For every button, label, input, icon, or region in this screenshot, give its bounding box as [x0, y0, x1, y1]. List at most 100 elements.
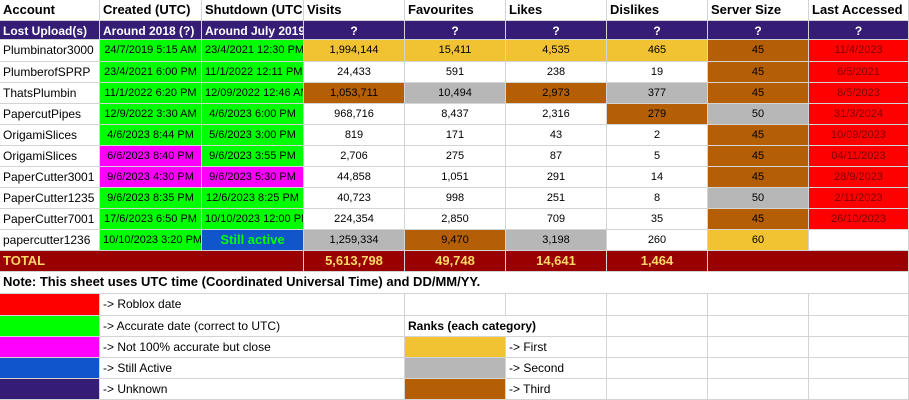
table-cell-shutdown[interactable]: 9/6/2023 3:55 PM: [202, 146, 304, 167]
empty-cell[interactable]: [506, 294, 607, 316]
table-cell-visits[interactable]: 24,433: [304, 62, 405, 83]
table-cell-server-size[interactable]: 45: [708, 40, 809, 62]
table-cell-shutdown[interactable]: 12/6/2023 8:25 PM: [202, 188, 304, 209]
rank-swatch-gold[interactable]: [405, 337, 506, 358]
table-cell-last-accessed[interactable]: 10/09/2023: [809, 125, 909, 146]
table-cell-visits[interactable]: 819: [304, 125, 405, 146]
table-cell-account[interactable]: papercutter1236: [0, 230, 100, 251]
empty-cell[interactable]: [708, 358, 809, 379]
table-cell-visits[interactable]: 224,354: [304, 209, 405, 230]
table-cell-last-accessed[interactable]: 11/4/2023: [809, 40, 909, 62]
table-cell-favourites[interactable]: 591: [405, 62, 506, 83]
table-cell-shutdown[interactable]: 4/6/2023 6:00 PM: [202, 104, 304, 125]
empty-cell[interactable]: [405, 294, 506, 316]
legend-swatch-unknown[interactable]: [0, 379, 100, 400]
empty-cell[interactable]: [607, 316, 708, 337]
table-cell-created[interactable]: 6/6/2023 8:40 PM: [100, 146, 202, 167]
table-cell-created[interactable]: 17/6/2023 6:50 PM: [100, 209, 202, 230]
table-cell-dislikes[interactable]: 35: [607, 209, 708, 230]
header-shutdown[interactable]: Shutdown (UTC: [202, 0, 304, 21]
table-cell-created[interactable]: 9/6/2023 4:30 PM: [100, 167, 202, 188]
empty-cell[interactable]: [809, 294, 909, 316]
table-cell-favourites[interactable]: 171: [405, 125, 506, 146]
legend-label[interactable]: -> Not 100% accurate but close: [100, 337, 405, 358]
table-cell-created[interactable]: 4/6/2023 8:44 PM: [100, 125, 202, 146]
table-cell-likes[interactable]: 709: [506, 209, 607, 230]
table-cell-likes[interactable]: 87: [506, 146, 607, 167]
table-cell-favourites[interactable]: 9,470: [405, 230, 506, 251]
empty-cell[interactable]: [607, 294, 708, 316]
table-cell-created[interactable]: 11/1/2022 6:20 PM: [100, 83, 202, 104]
unknown-row-created[interactable]: Around 2018 (?): [100, 21, 202, 40]
table-cell-last-accessed[interactable]: 31/3/2024: [809, 104, 909, 125]
header-favourites[interactable]: Favourites: [405, 0, 506, 21]
table-cell-server-size[interactable]: 50: [708, 188, 809, 209]
table-cell-dislikes[interactable]: 260: [607, 230, 708, 251]
table-cell-account[interactable]: OrigamiSlices: [0, 125, 100, 146]
table-cell-dislikes[interactable]: 5: [607, 146, 708, 167]
legend-label[interactable]: -> Still Active: [100, 358, 405, 379]
total-visits[interactable]: 5,613,798: [304, 251, 405, 272]
empty-cell[interactable]: [708, 337, 809, 358]
table-cell-shutdown[interactable]: 12/09/2022 12:46 AM: [202, 83, 304, 104]
table-cell-likes[interactable]: 238: [506, 62, 607, 83]
table-cell-server-size[interactable]: 45: [708, 167, 809, 188]
table-cell-server-size[interactable]: 45: [708, 209, 809, 230]
header-likes[interactable]: Likes: [506, 0, 607, 21]
empty-cell[interactable]: [809, 358, 909, 379]
table-cell-created[interactable]: 10/10/2023 3:20 PM: [100, 230, 202, 251]
unknown-row-shutdown[interactable]: Around July 2019: [202, 21, 304, 40]
total-empty[interactable]: [708, 251, 909, 272]
table-cell-shutdown[interactable]: 10/10/2023 12:00 PM: [202, 209, 304, 230]
table-cell-visits[interactable]: 40,723: [304, 188, 405, 209]
empty-cell[interactable]: [809, 316, 909, 337]
table-cell-visits[interactable]: 1,259,334: [304, 230, 405, 251]
table-cell-last-accessed[interactable]: 26/10/2023: [809, 209, 909, 230]
table-cell-favourites[interactable]: 275: [405, 146, 506, 167]
empty-cell[interactable]: [607, 337, 708, 358]
table-cell-server-size[interactable]: 45: [708, 83, 809, 104]
table-cell-last-accessed[interactable]: 28/9/2023: [809, 167, 909, 188]
empty-cell[interactable]: [708, 316, 809, 337]
unknown-row-likes[interactable]: ?: [506, 21, 607, 40]
table-cell-favourites[interactable]: 15,411: [405, 40, 506, 62]
table-cell-shutdown[interactable]: 11/1/2022 12:11 PM: [202, 62, 304, 83]
empty-cell[interactable]: [607, 358, 708, 379]
header-created[interactable]: Created (UTC): [100, 0, 202, 21]
table-cell-visits[interactable]: 2,706: [304, 146, 405, 167]
header-last-accessed[interactable]: Last Accessed: [809, 0, 909, 21]
table-cell-created[interactable]: 9/6/2023 8:35 PM: [100, 188, 202, 209]
empty-cell[interactable]: [708, 379, 809, 400]
table-cell-server-size[interactable]: 45: [708, 146, 809, 167]
table-cell-dislikes[interactable]: 19: [607, 62, 708, 83]
legend-label[interactable]: -> Accurate date (correct to UTC): [100, 316, 405, 337]
total-dislikes[interactable]: 1,464: [607, 251, 708, 272]
rank-swatch-silver[interactable]: [405, 358, 506, 379]
total-favourites[interactable]: 49,748: [405, 251, 506, 272]
table-cell-likes[interactable]: 2,973: [506, 83, 607, 104]
empty-cell[interactable]: [708, 294, 809, 316]
table-cell-server-size[interactable]: 50: [708, 104, 809, 125]
table-cell-account[interactable]: PapercutPipes: [0, 104, 100, 125]
table-cell-last-accessed[interactable]: [809, 230, 909, 251]
legend-swatch-roblox[interactable]: [0, 294, 100, 316]
rank-swatch-bronze[interactable]: [405, 379, 506, 400]
empty-cell[interactable]: [809, 379, 909, 400]
table-cell-server-size[interactable]: 45: [708, 62, 809, 83]
table-cell-likes[interactable]: 43: [506, 125, 607, 146]
table-cell-likes[interactable]: 251: [506, 188, 607, 209]
table-cell-dislikes[interactable]: 2: [607, 125, 708, 146]
table-cell-server-size[interactable]: 45: [708, 125, 809, 146]
table-cell-shutdown[interactable]: 5/6/2023 3:00 PM: [202, 125, 304, 146]
table-cell-likes[interactable]: 3,198: [506, 230, 607, 251]
unknown-row-account[interactable]: Lost Upload(s): [0, 21, 100, 40]
table-cell-shutdown[interactable]: 23/4/2021 12:30 PM: [202, 40, 304, 62]
table-cell-created[interactable]: 24/7/2019 5:15 AM: [100, 40, 202, 62]
table-cell-likes[interactable]: 291: [506, 167, 607, 188]
table-cell-dislikes[interactable]: 465: [607, 40, 708, 62]
unknown-row-dislikes[interactable]: ?: [607, 21, 708, 40]
total-likes[interactable]: 14,641: [506, 251, 607, 272]
table-cell-account[interactable]: ThatsPlumbin: [0, 83, 100, 104]
header-visits[interactable]: Visits: [304, 0, 405, 21]
table-cell-dislikes[interactable]: 8: [607, 188, 708, 209]
